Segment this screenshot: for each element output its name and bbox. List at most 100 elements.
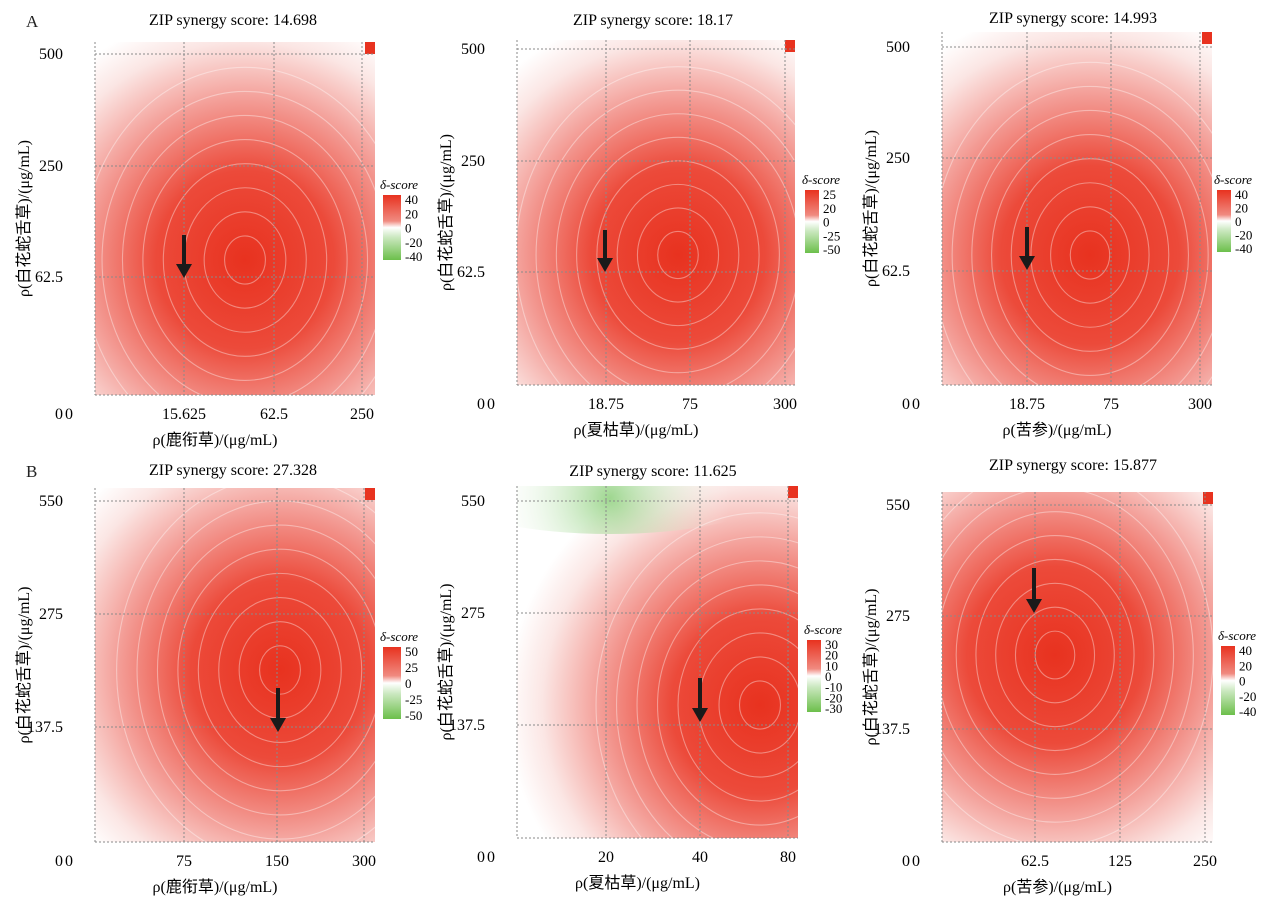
y-tick-label: 500	[39, 46, 63, 63]
legend-tick-label: 20	[405, 206, 418, 221]
x-tick-label: 125	[1108, 853, 1132, 870]
contour-line	[156, 524, 375, 816]
contour-line	[576, 136, 780, 374]
x-tick-label: 62.5	[1021, 853, 1049, 870]
corner-cell	[788, 486, 798, 498]
legend-tick-label: 40	[405, 192, 418, 207]
x-tick-label: 62.5	[260, 406, 288, 423]
heatmap-surface	[942, 32, 1212, 385]
legend-tick-label: 25	[405, 660, 418, 675]
heatmap-field	[942, 492, 1213, 842]
contour-line	[1069, 230, 1111, 280]
contour-line	[1010, 158, 1170, 352]
legend-tick-label: 20	[823, 201, 836, 216]
y-tick-label: 0	[902, 853, 910, 870]
y-tick-label: 137.5	[874, 721, 910, 738]
contour-line	[677, 608, 798, 802]
legend-title: δ-score	[1218, 628, 1256, 643]
x-tick-label: 0	[912, 396, 920, 413]
y-axis-label: ρ(白花蛇舌草)/(μg/mL)	[437, 134, 455, 291]
legend-title: δ-score	[380, 629, 418, 644]
x-tick-label: 18.75	[1009, 396, 1045, 413]
y-tick-label: 275	[886, 608, 910, 625]
contour-line	[197, 572, 363, 768]
x-tick-label: 75	[1103, 396, 1119, 413]
legend-title: δ-score	[380, 177, 418, 192]
legend-tick-label: 40	[1239, 643, 1252, 658]
legend-tick-label: 0	[1235, 214, 1242, 229]
heatmap-panel-4: 0 75 150 300 0 137.5 275 550 ZIP synergy score: …	[15, 462, 422, 896]
legend-tick-label: 30	[825, 637, 838, 652]
contour-line	[951, 85, 1212, 385]
x-axis-label: ρ(夏枯草)/(μg/mL)	[575, 874, 700, 892]
heatmap-panel-6: 0 62.5 125 250 0 137.5 275 550 ZIP synergy score…	[862, 457, 1256, 896]
heatmap-surface	[95, 488, 375, 842]
contour-line	[162, 163, 328, 357]
legend-tick-label: 10	[825, 658, 838, 673]
legend-colorbar	[1217, 190, 1231, 252]
legend-tick-label: 0	[825, 669, 832, 684]
contour-line	[718, 656, 798, 754]
y-tick-label: 550	[39, 493, 63, 510]
contour-line	[657, 230, 699, 280]
legend-tick-label: -20	[405, 235, 422, 250]
x-axis-label: ρ(鹿衔草)/(μg/mL)	[153, 431, 278, 449]
arrow-head	[1026, 599, 1042, 613]
y-tick-label: 137.5	[449, 717, 485, 734]
contour-line	[101, 90, 375, 395]
heatmap-field	[942, 32, 1212, 385]
x-tick-label: 0	[65, 853, 73, 870]
y-axis-label: ρ(白花蛇舌草)/(μg/mL)	[437, 584, 455, 741]
heatmap-field	[95, 488, 375, 842]
legend-colorbar	[383, 195, 401, 260]
x-tick-label: 15.625	[162, 406, 206, 423]
x-tick-label: 40	[692, 849, 708, 866]
heatmap-surface	[95, 42, 375, 395]
legend-colorbar	[1221, 646, 1235, 715]
contour-line	[218, 596, 342, 744]
heatmap-panel-1: 0 15.625 62.5 250 0 62.5 250 500 ZIP synergy sco…	[15, 12, 422, 449]
x-tick-label: 0	[65, 406, 73, 423]
y-tick-label: 0	[902, 396, 910, 413]
legend-tick-label: -10	[825, 680, 842, 695]
x-tick-label: 0	[912, 853, 920, 870]
x-tick-label: 250	[350, 406, 374, 423]
x-tick-label: 75	[176, 853, 192, 870]
heatmap-surface	[942, 492, 1213, 842]
y-tick-label: 62.5	[882, 263, 910, 280]
contour-line	[971, 109, 1209, 385]
chart-title: ZIP synergy score: 14.993	[989, 10, 1157, 27]
chart-title: ZIP synergy score: 14.698	[149, 12, 317, 29]
x-axis-label: ρ(苦参)/(μg/mL)	[1003, 878, 1112, 896]
x-tick-label: 0	[487, 849, 495, 866]
y-tick-label: 275	[461, 605, 485, 622]
y-tick-label: 62.5	[35, 269, 63, 286]
contour-line	[636, 560, 798, 838]
y-tick-label: 250	[39, 158, 63, 175]
y-tick-label: 500	[886, 39, 910, 56]
legend-title: δ-score	[804, 622, 842, 637]
contour-line	[738, 680, 782, 730]
legend-tick-label: -40	[1239, 704, 1256, 719]
legend-colorbar	[807, 640, 821, 712]
antagonism-region	[517, 486, 760, 534]
x-tick-label: 300	[773, 396, 797, 413]
y-tick-label: 62.5	[457, 264, 485, 281]
contour-line	[95, 66, 375, 395]
legend-tick-label: -20	[825, 690, 842, 705]
contour-line	[595, 512, 798, 838]
legend-tick-label: -20	[1235, 228, 1252, 243]
contour-line	[1034, 630, 1076, 680]
contour-line	[517, 66, 795, 385]
legend-tick-label: 20	[1235, 201, 1248, 216]
legend-colorbar	[805, 190, 819, 253]
chart-title: ZIP synergy score: 15.877	[989, 457, 1157, 474]
contour-line	[942, 511, 1175, 799]
legend-tick-label: 20	[1239, 658, 1252, 673]
corner-cell	[365, 488, 375, 500]
contour-line	[636, 207, 720, 303]
arrow-head	[270, 718, 286, 732]
heatmap-surface	[517, 486, 798, 838]
